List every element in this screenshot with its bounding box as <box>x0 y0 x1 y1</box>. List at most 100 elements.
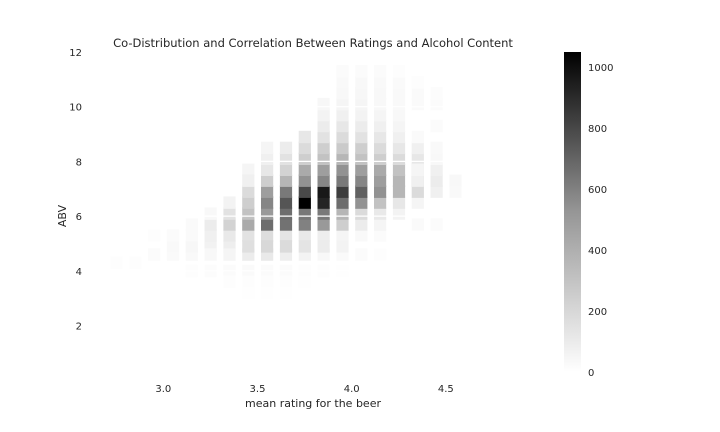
x-tick-label: 3.0 <box>155 384 171 395</box>
heatmap-cell <box>223 207 236 220</box>
heatmap-cell <box>355 65 368 78</box>
heatmap-cell <box>430 185 443 198</box>
heatmap-cell <box>374 185 387 198</box>
heatmap-cell <box>242 240 255 253</box>
heatmap-cell <box>298 207 311 220</box>
heatmap-cell <box>279 240 293 253</box>
heatmap-cell <box>411 76 424 89</box>
heatmap-cell <box>336 185 349 198</box>
heatmap-cell <box>317 229 330 242</box>
heatmap-cell <box>204 207 217 220</box>
heatmap-cell <box>317 141 330 155</box>
heatmap-cell <box>279 174 293 187</box>
heatmap-cell <box>355 152 368 165</box>
heatmap-cell <box>374 229 387 242</box>
heatmap-cell <box>317 163 330 176</box>
heatmap-cell <box>355 174 368 187</box>
heatmap-cell <box>355 76 368 89</box>
heatmap-cell <box>355 229 368 242</box>
heatmap-cell <box>336 130 349 144</box>
heatmap-cell <box>298 240 311 253</box>
heatmap-cell <box>298 275 311 289</box>
heatmap-cell <box>185 218 198 231</box>
heatmap-cell <box>392 163 406 176</box>
heatmap-cell <box>374 218 387 231</box>
colorbar-tick-label: 400 <box>588 246 607 257</box>
heatmap-cell <box>374 97 387 111</box>
y-tick-label: 10 <box>69 103 82 114</box>
heatmap-cell <box>279 163 293 176</box>
heatmap-cell <box>336 141 349 155</box>
heatmap-cell <box>411 174 424 187</box>
heatmap-cell <box>355 218 368 231</box>
heatmap-cell <box>411 130 424 144</box>
heatmap-cell <box>374 152 387 165</box>
heatmap-cell <box>261 240 274 253</box>
heatmap-cell <box>392 65 406 78</box>
heatmap-cell <box>336 119 349 133</box>
heatmap-cell <box>430 141 443 155</box>
heatmap-cell <box>336 207 349 220</box>
heatmap-cell <box>411 141 424 155</box>
heatmap-cell <box>279 141 293 155</box>
heatmap-cell <box>317 130 330 144</box>
heatmap-cell <box>223 248 236 261</box>
heatmap-cell <box>261 174 274 187</box>
heatmap-cell <box>223 275 236 289</box>
heatmap-cell <box>411 218 424 231</box>
heatmap-cell <box>317 152 330 165</box>
heatmap-cell <box>374 141 387 155</box>
heatmap-cell <box>336 229 349 242</box>
heatmap-cell <box>355 141 368 155</box>
heatmap-cell <box>374 119 387 133</box>
heatmap-cell <box>317 185 330 198</box>
heatmap-cell <box>336 152 349 165</box>
heatmap-cell <box>261 218 274 231</box>
colorbar-tick-label: 200 <box>588 307 607 318</box>
heatmap-cell <box>392 97 406 111</box>
heatmap-cell <box>223 196 236 209</box>
heatmap-cell <box>185 240 198 253</box>
heatmap-cell <box>392 196 406 209</box>
heatmap-cell <box>242 207 255 220</box>
heatmap-cell <box>148 248 161 261</box>
heatmap-cell <box>242 229 255 242</box>
heatmap-cell <box>242 185 255 198</box>
heatmap-cell <box>298 152 311 165</box>
heatmap-cell <box>392 119 406 133</box>
colorbar <box>564 52 581 372</box>
heatmap-cell <box>355 185 368 198</box>
heatmap-cell <box>166 240 180 253</box>
y-tick-label: 12 <box>69 48 82 59</box>
heatmap-cell <box>279 185 293 198</box>
heatmap-cell <box>374 76 387 89</box>
heatmap-cell <box>261 163 274 176</box>
heatmap-cell <box>298 141 311 155</box>
heatmap-cell <box>355 207 368 220</box>
heatmap-cell <box>374 207 387 220</box>
heatmap-cell <box>317 97 330 111</box>
heatmap-cell <box>279 152 293 165</box>
heatmap-cell <box>317 240 330 253</box>
heatmap-cell <box>411 152 424 165</box>
y-axis-label: ABV <box>56 204 69 227</box>
colorbar-tick-label: 0 <box>588 368 594 379</box>
heatmap-cell <box>355 119 368 133</box>
heatmap-cell <box>298 174 311 187</box>
y-tick-label: 2 <box>76 322 82 333</box>
heatmap-cell <box>392 185 406 198</box>
colorbar-tick-label: 600 <box>588 185 607 196</box>
heatmap-cell <box>185 229 198 242</box>
heatmap-cell <box>261 185 274 198</box>
heatmap-cell <box>430 218 443 231</box>
heatmap-cell <box>110 256 123 269</box>
heatmap-cell <box>336 240 349 253</box>
heatmap-cell <box>355 108 368 122</box>
heatmap-cell <box>336 65 349 78</box>
heatmap-cell <box>298 229 311 242</box>
heatmap-cell <box>374 108 387 122</box>
grid-lines <box>88 51 540 372</box>
heatmap-cell <box>279 275 293 289</box>
heatmap-cell <box>355 97 368 111</box>
